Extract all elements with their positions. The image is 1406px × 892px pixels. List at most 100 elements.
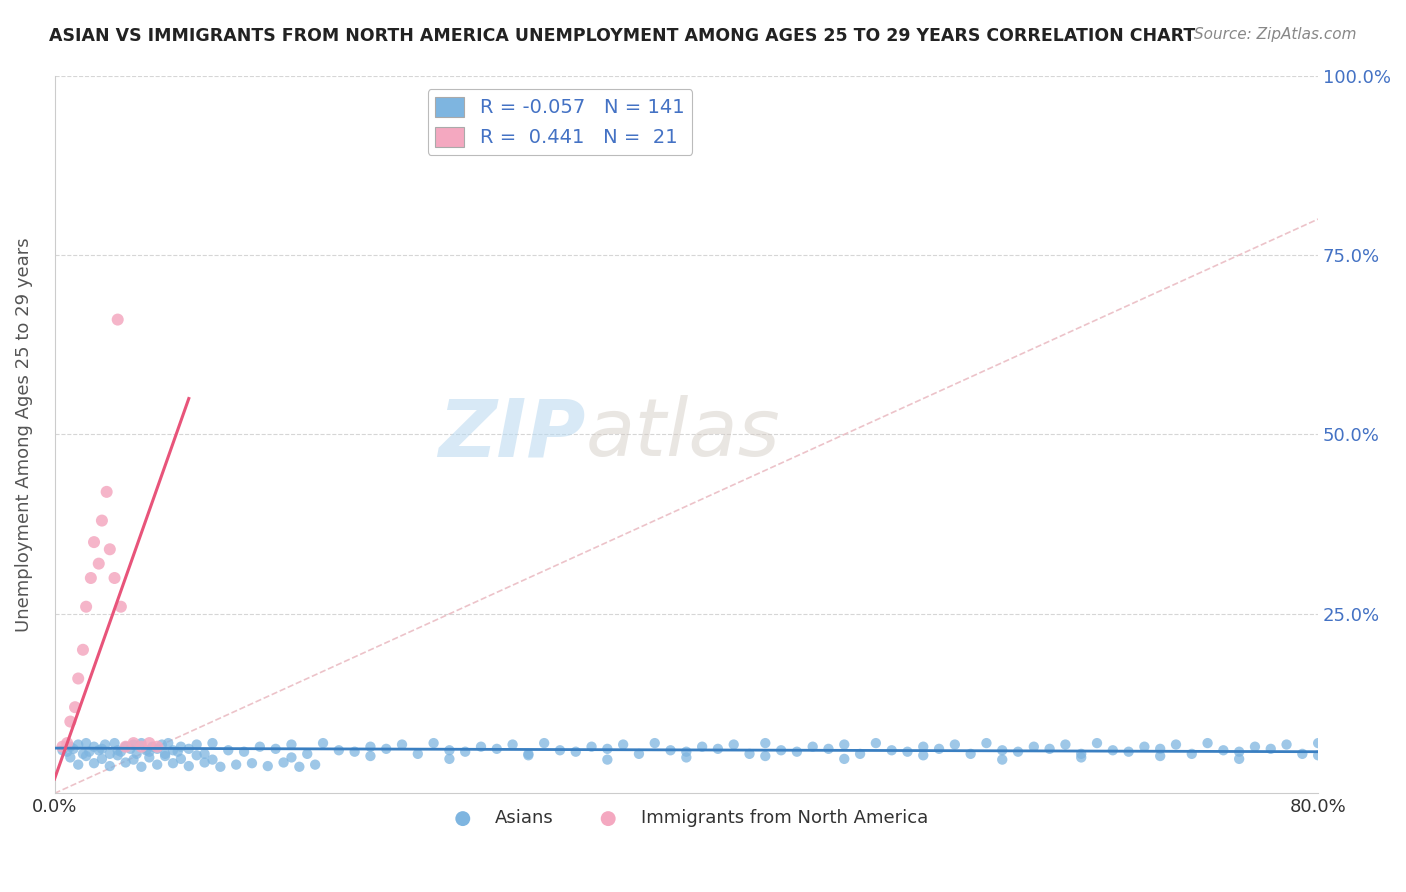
Point	[976, 736, 998, 750]
Point	[738, 747, 761, 761]
Point	[896, 745, 918, 759]
Point	[103, 571, 125, 585]
Point	[627, 747, 650, 761]
Point	[1118, 745, 1140, 759]
Point	[406, 747, 429, 761]
Point	[1007, 745, 1029, 759]
Point	[59, 739, 82, 754]
Point	[80, 571, 103, 585]
Point	[439, 752, 461, 766]
Point	[1291, 747, 1313, 761]
Point	[125, 747, 148, 761]
Point	[1039, 742, 1062, 756]
Point	[87, 743, 110, 757]
Point	[96, 484, 118, 499]
Point	[690, 739, 713, 754]
Point	[122, 736, 145, 750]
Point	[1227, 752, 1250, 766]
Point	[1149, 749, 1171, 764]
Point	[1244, 739, 1267, 754]
Point	[166, 745, 188, 759]
Point	[67, 672, 90, 686]
Legend: Asians, Immigrants from North America: Asians, Immigrants from North America	[437, 802, 935, 835]
Point	[288, 760, 311, 774]
Point	[454, 745, 477, 759]
Point	[131, 760, 153, 774]
Point	[1022, 739, 1045, 754]
Point	[201, 736, 224, 750]
Point	[1149, 742, 1171, 756]
Point	[120, 742, 142, 756]
Point	[565, 745, 588, 759]
Point	[90, 742, 112, 756]
Point	[107, 312, 129, 326]
Point	[51, 743, 73, 757]
Point	[959, 747, 981, 761]
Point	[849, 747, 872, 761]
Point	[194, 756, 217, 770]
Point	[75, 599, 97, 614]
Point	[146, 757, 169, 772]
Point	[83, 535, 105, 549]
Point	[1164, 738, 1187, 752]
Point	[122, 753, 145, 767]
Point	[141, 739, 163, 754]
Point	[146, 742, 169, 756]
Point	[817, 742, 839, 756]
Point	[375, 742, 398, 756]
Point	[312, 736, 335, 750]
Point	[170, 752, 193, 766]
Point	[103, 736, 125, 750]
Point	[659, 743, 682, 757]
Point	[517, 747, 540, 761]
Point	[75, 736, 97, 750]
Point	[422, 736, 444, 750]
Point	[297, 747, 319, 761]
Point	[991, 753, 1014, 767]
Point	[1070, 750, 1092, 764]
Point	[581, 739, 603, 754]
Point	[162, 756, 184, 771]
Point	[1197, 736, 1219, 750]
Point	[264, 742, 287, 756]
Point	[359, 749, 381, 764]
Point	[328, 743, 350, 757]
Point	[1070, 747, 1092, 761]
Point	[1227, 745, 1250, 759]
Point	[98, 542, 121, 557]
Text: ASIAN VS IMMIGRANTS FROM NORTH AMERICA UNEMPLOYMENT AMONG AGES 25 TO 29 YEARS CO: ASIAN VS IMMIGRANTS FROM NORTH AMERICA U…	[49, 27, 1195, 45]
Point	[77, 745, 100, 759]
Point	[786, 745, 808, 759]
Point	[72, 747, 94, 761]
Point	[150, 738, 173, 752]
Y-axis label: Unemployment Among Ages 25 to 29 years: Unemployment Among Ages 25 to 29 years	[15, 237, 32, 632]
Point	[1260, 742, 1282, 756]
Point	[912, 739, 935, 754]
Point	[94, 738, 117, 752]
Point	[83, 756, 105, 771]
Point	[131, 739, 153, 754]
Point	[612, 738, 634, 752]
Point	[439, 743, 461, 757]
Point	[107, 748, 129, 763]
Point	[1308, 748, 1330, 763]
Point	[75, 749, 97, 764]
Point	[59, 714, 82, 729]
Point	[880, 743, 903, 757]
Point	[832, 752, 855, 766]
Point	[1101, 743, 1123, 757]
Point	[596, 753, 619, 767]
Point	[90, 752, 112, 766]
Point	[194, 747, 217, 761]
Point	[517, 748, 540, 763]
Point	[502, 738, 524, 752]
Point	[72, 642, 94, 657]
Point	[943, 738, 966, 752]
Point	[146, 739, 169, 754]
Point	[107, 743, 129, 757]
Point	[1181, 747, 1204, 761]
Point	[723, 738, 745, 752]
Point	[63, 700, 86, 714]
Point	[114, 739, 136, 754]
Point	[131, 736, 153, 750]
